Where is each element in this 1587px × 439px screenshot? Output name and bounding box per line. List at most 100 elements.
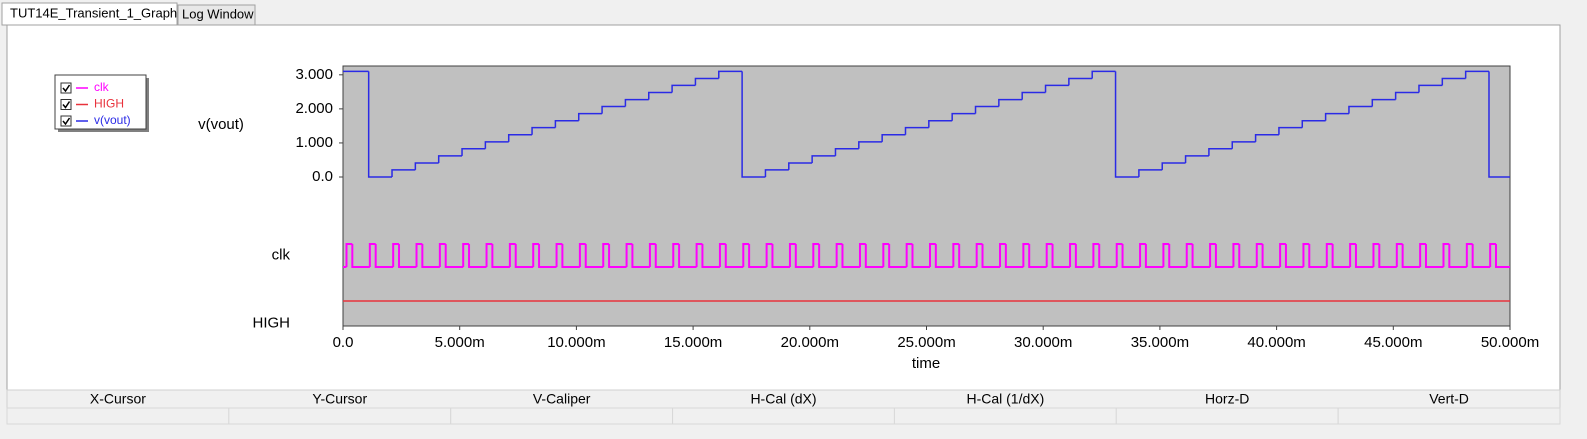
trace-segment xyxy=(905,243,913,267)
trace-segment xyxy=(484,141,509,149)
tab-active[interactable] xyxy=(1,2,178,26)
y-tick-label: 3.000 xyxy=(295,66,333,83)
trace-segment xyxy=(1464,70,1489,79)
trace-segment xyxy=(608,244,627,268)
trace-segment xyxy=(601,105,626,114)
trace-segment xyxy=(818,244,837,268)
trace-segment xyxy=(1495,244,1510,268)
trace-segment xyxy=(1324,112,1349,121)
trace-segment xyxy=(1091,70,1116,79)
trace-segment xyxy=(1441,77,1466,86)
trace-segment xyxy=(1261,244,1281,268)
trace-segment xyxy=(554,120,579,128)
trace-segment xyxy=(1278,126,1303,135)
cursor-cell xyxy=(228,407,452,425)
trace-segment xyxy=(624,98,649,107)
trace-segment xyxy=(718,70,743,79)
trace-segment xyxy=(374,244,394,268)
trace-segment xyxy=(1168,244,1187,268)
column-header: H-Cal (dX) xyxy=(750,391,816,407)
trace-segment xyxy=(491,244,510,268)
trace-segment xyxy=(532,243,540,267)
trace-segment xyxy=(1022,243,1030,267)
tab-label[interactable]: Log Window xyxy=(182,6,254,21)
column-header: V-Caliper xyxy=(533,391,591,407)
trace-segment xyxy=(625,243,633,267)
trace-segment xyxy=(1051,244,1071,268)
trace-segment xyxy=(1465,243,1473,267)
trace-segment xyxy=(694,77,719,86)
trace-segment xyxy=(771,244,790,268)
trace-segment xyxy=(929,243,936,267)
trace-segment xyxy=(864,244,884,268)
trace-segment xyxy=(1489,243,1496,267)
trace-segment xyxy=(531,126,556,135)
x-tick-label: 20.000m xyxy=(781,334,839,351)
y-axis-label: v(vout) xyxy=(198,116,244,133)
trace-segment xyxy=(1378,244,1397,268)
trace-segment xyxy=(1349,243,1356,267)
trace-segment xyxy=(444,244,464,268)
column-header: X-Cursor xyxy=(90,391,146,407)
trace-segment xyxy=(671,84,696,93)
trace-segment xyxy=(841,244,860,268)
trace-segment xyxy=(741,71,766,178)
trace-segment xyxy=(461,147,486,156)
legend-check xyxy=(62,84,71,93)
trace-segment xyxy=(1232,243,1240,267)
column-header: Y-Cursor xyxy=(312,391,367,407)
trace-segment xyxy=(974,105,999,114)
trace-segment xyxy=(648,91,673,100)
trace-segment xyxy=(421,244,440,268)
cursor-cell xyxy=(1337,407,1561,425)
legend-checkbox[interactable] xyxy=(60,82,72,94)
trace-segment xyxy=(1301,120,1326,128)
x-tick-label: 15.000m xyxy=(664,334,722,351)
digital-label: clk xyxy=(272,246,291,263)
trace-segment xyxy=(602,243,610,267)
column-header: H-Cal (1/dX) xyxy=(966,391,1044,407)
trace-segment xyxy=(934,244,954,268)
trace-segment xyxy=(888,244,907,268)
trace-segment xyxy=(368,243,376,267)
x-tick-label: 0.0 xyxy=(333,334,354,351)
trace-segment xyxy=(392,243,400,267)
plot-area xyxy=(342,65,1511,327)
trace-segment xyxy=(1074,244,1094,268)
trace-segment xyxy=(834,147,859,156)
trace-segment xyxy=(811,155,836,164)
trace-segment xyxy=(1401,244,1421,268)
trace-segment xyxy=(391,169,416,177)
trace-segment xyxy=(672,243,680,267)
tab-label[interactable]: TUT14E_Transient_1_Graph xyxy=(10,5,177,20)
x-tick-label: 45.000m xyxy=(1364,334,1422,351)
trace-segment xyxy=(1044,84,1069,93)
x-tick-label: 40.000m xyxy=(1247,334,1305,351)
trace-segment xyxy=(835,243,843,267)
legend-checkbox[interactable] xyxy=(60,115,72,127)
trace-segment xyxy=(578,243,586,267)
trace-segment xyxy=(1138,169,1163,177)
x-tick-label: 50.000m xyxy=(1481,334,1539,351)
trace-segment xyxy=(414,162,439,170)
trace-segment xyxy=(555,243,563,267)
x-tick-label: 5.000m xyxy=(435,334,485,351)
x-tick-label: 25.000m xyxy=(897,334,955,351)
trace-segment xyxy=(1214,244,1234,268)
trace-segment xyxy=(1284,244,1304,268)
legend-checkbox[interactable] xyxy=(60,99,72,110)
trace-segment xyxy=(1121,244,1141,268)
trace-segment xyxy=(1372,243,1380,267)
trace-segment xyxy=(1302,243,1310,267)
trace-segment xyxy=(1488,71,1510,178)
trace-segment xyxy=(654,244,674,268)
trace-segment xyxy=(858,243,866,267)
trace-segment xyxy=(1139,243,1146,267)
trace-segment xyxy=(1144,244,1164,268)
tab[interactable] xyxy=(177,4,256,26)
column-header: Vert-D xyxy=(1429,391,1469,407)
trace-segment xyxy=(1238,244,1257,268)
trace-segment xyxy=(998,98,1023,107)
trace-segment xyxy=(1068,77,1093,86)
